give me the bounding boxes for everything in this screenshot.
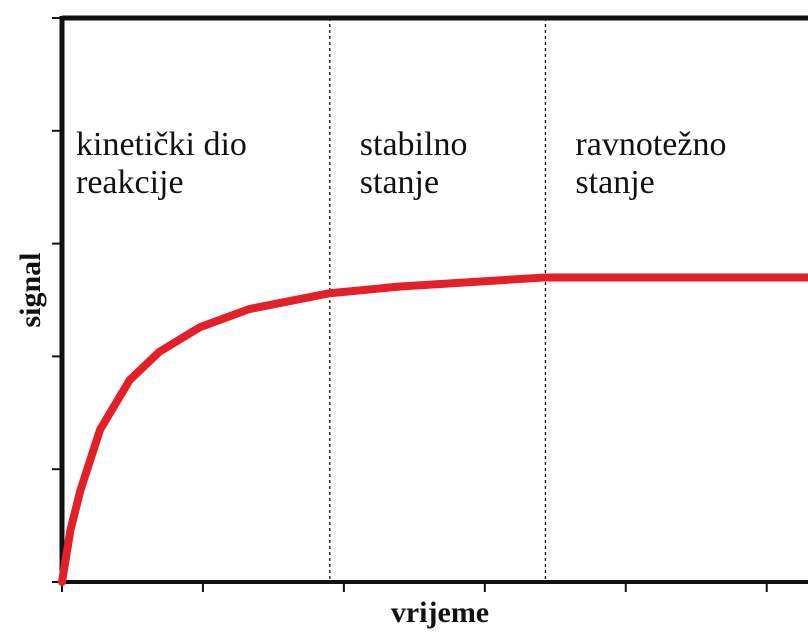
data-line xyxy=(58,273,808,586)
region-label: stabilno xyxy=(360,126,468,163)
region-label: reakcije xyxy=(76,164,184,201)
y-axis-label: signal xyxy=(14,252,47,327)
region-label: kinetički dio xyxy=(76,126,247,163)
x-axis-label: vrijeme xyxy=(391,596,489,629)
region-label: stanje xyxy=(575,164,654,201)
region-label: ravnotežno xyxy=(575,126,726,163)
region-label: stanje xyxy=(360,164,439,201)
